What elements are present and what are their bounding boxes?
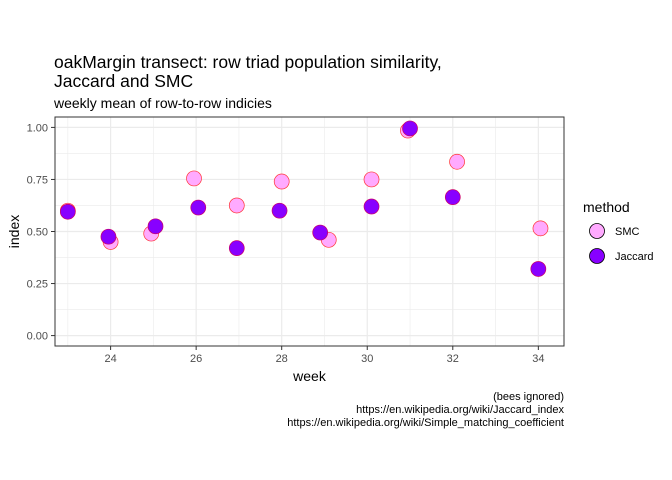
y-axis: 0.00 0.25 0.50 0.75 1.00 bbox=[27, 122, 55, 343]
point-jaccard bbox=[444, 189, 461, 205]
x-axis-label: week bbox=[292, 368, 327, 384]
x-tick-label: 28 bbox=[276, 353, 288, 365]
point-smc bbox=[532, 220, 549, 237]
x-tick-label: 32 bbox=[447, 353, 459, 365]
point-jaccard bbox=[190, 199, 207, 216]
y-tick-label: 0.25 bbox=[27, 279, 48, 291]
point-jaccard bbox=[59, 203, 76, 220]
chart-subtitle: weekly mean of row-to-row indicies bbox=[53, 95, 272, 111]
y-tick-label: 0.00 bbox=[27, 331, 48, 343]
x-tick-label: 24 bbox=[104, 353, 116, 365]
point-jaccard bbox=[228, 240, 245, 257]
legend: method SMC Jaccard bbox=[583, 199, 654, 264]
legend-key-jaccard bbox=[589, 248, 605, 264]
plot-panel bbox=[54, 116, 565, 347]
chart-title-line1: oakMargin transect: row triad population… bbox=[54, 52, 442, 72]
data-points bbox=[59, 120, 549, 277]
point-smc bbox=[449, 153, 465, 170]
point-smc bbox=[273, 173, 290, 190]
point-jaccard bbox=[312, 224, 329, 241]
y-tick-label: 0.50 bbox=[27, 227, 48, 239]
point-jaccard bbox=[363, 198, 380, 215]
legend-label-jaccard: Jaccard bbox=[615, 251, 654, 263]
point-smc bbox=[228, 197, 245, 214]
y-axis-label: index bbox=[6, 215, 22, 248]
point-jaccard bbox=[147, 218, 164, 235]
point-jaccard bbox=[271, 202, 288, 219]
point-jaccard bbox=[530, 261, 547, 277]
y-tick-label: 1.00 bbox=[27, 122, 48, 134]
point-jaccard bbox=[100, 228, 117, 245]
caption: (bees ignored)https://en.wikipedia.org/w… bbox=[287, 391, 564, 429]
legend-label-smc: SMC bbox=[615, 226, 640, 238]
legend-title: method bbox=[583, 199, 630, 215]
point-jaccard bbox=[402, 120, 418, 137]
y-tick-label: 0.75 bbox=[27, 174, 48, 186]
x-axis: 24 26 28 30 32 34 bbox=[104, 346, 544, 365]
legend-key-smc bbox=[589, 223, 605, 239]
point-smc bbox=[186, 170, 202, 187]
caption-line: https://en.wikipedia.org/wiki/Jaccard_in… bbox=[356, 404, 564, 416]
x-tick-label: 26 bbox=[190, 353, 202, 365]
caption-line: (bees ignored) bbox=[493, 391, 564, 403]
x-tick-label: 30 bbox=[361, 353, 373, 365]
point-smc bbox=[363, 171, 380, 188]
caption-line: https://en.wikipedia.org/wiki/Simple_mat… bbox=[287, 417, 564, 429]
chart-title-line2: Jaccard and SMC bbox=[54, 71, 193, 91]
x-tick-label: 34 bbox=[532, 353, 544, 365]
